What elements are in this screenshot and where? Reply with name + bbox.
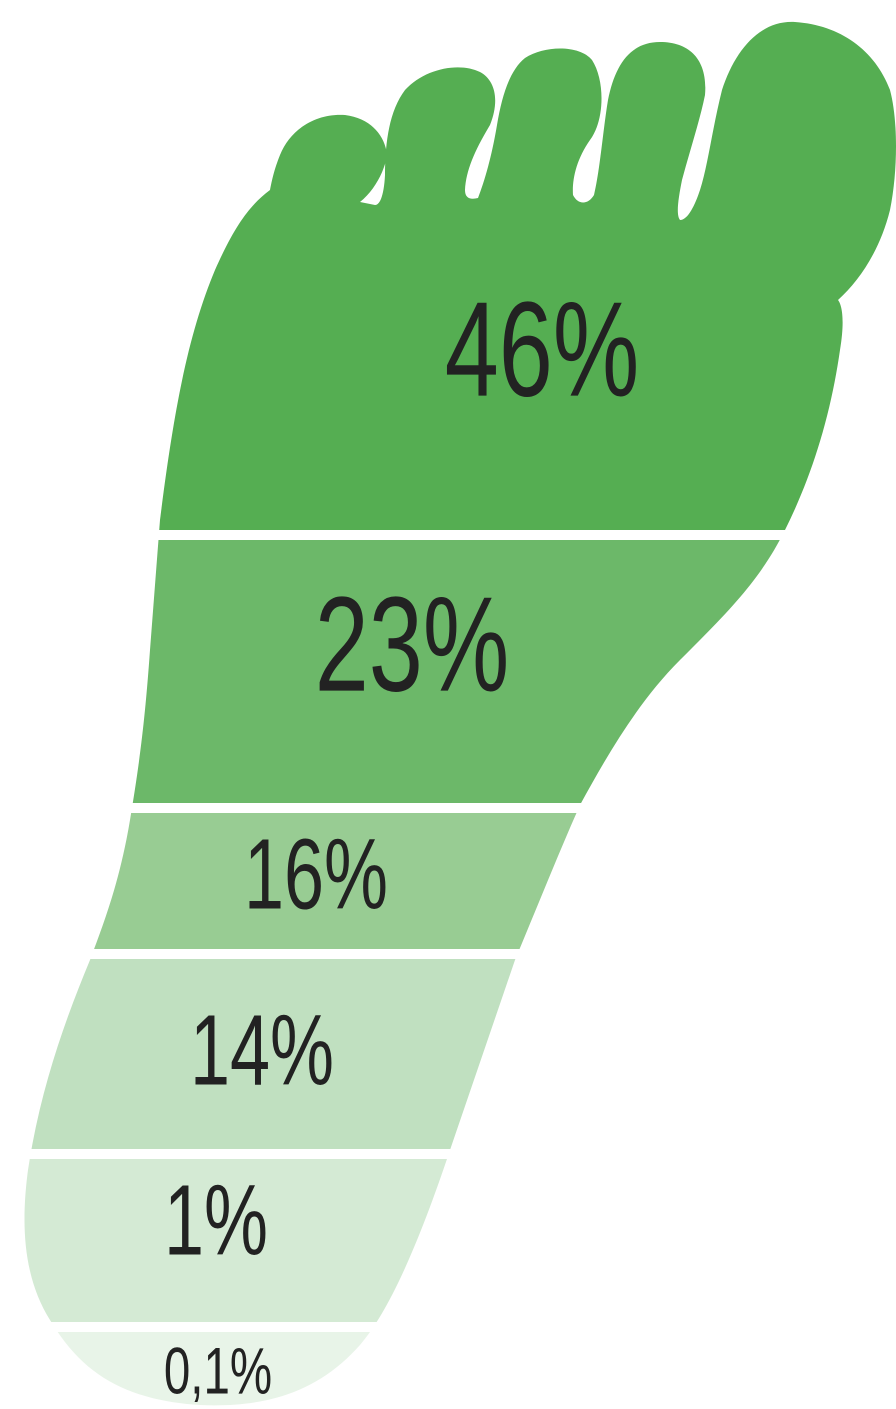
- foot-band: [24, 813, 896, 949]
- value-label: 1%: [164, 1165, 268, 1276]
- foot-band: [24, 959, 896, 1149]
- labels: 46% 23% 16% 14% 1% 0,1%: [164, 274, 639, 1408]
- value-label: 23%: [315, 569, 510, 719]
- value-label: 46%: [445, 274, 640, 424]
- value-label: 0,1%: [164, 1335, 272, 1408]
- value-label: 16%: [244, 819, 388, 930]
- foot-band: [24, 1159, 896, 1322]
- foot-band: [24, 1332, 896, 1406]
- foot-band: [24, 21, 896, 530]
- value-label: 14%: [190, 995, 334, 1106]
